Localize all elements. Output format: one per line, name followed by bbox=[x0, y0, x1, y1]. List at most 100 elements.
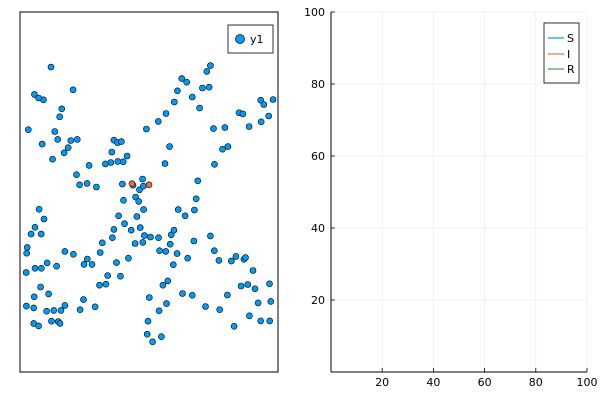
scatter-point bbox=[196, 104, 203, 112]
scatter-point bbox=[140, 206, 147, 213]
scatter-point bbox=[184, 254, 191, 262]
scatter-point bbox=[43, 259, 51, 267]
scatter-point bbox=[35, 94, 42, 102]
scatter-point bbox=[135, 198, 142, 205]
scatter-point bbox=[143, 125, 150, 133]
scatter-point bbox=[237, 282, 245, 290]
scatter-point bbox=[267, 298, 275, 305]
scatter-point bbox=[171, 98, 178, 106]
scatter-point bbox=[170, 261, 177, 269]
scatter-point bbox=[108, 148, 116, 156]
scatter-point bbox=[35, 322, 42, 330]
scatter-point bbox=[230, 322, 238, 330]
scatter-point bbox=[140, 182, 147, 190]
scatter-point bbox=[257, 118, 265, 126]
scatter-point bbox=[155, 118, 162, 125]
scatter-point bbox=[60, 149, 68, 157]
scatter-point bbox=[49, 155, 56, 163]
scatter-point bbox=[162, 110, 170, 117]
y-tick-label: 20 bbox=[311, 294, 325, 307]
scatter-point bbox=[91, 303, 99, 311]
scatter-point bbox=[88, 261, 96, 268]
sir-grid bbox=[331, 11, 588, 372]
scatter-point bbox=[47, 63, 55, 71]
sir-legend: S I R bbox=[543, 22, 580, 84]
scatter-point bbox=[194, 177, 202, 185]
scatter-point bbox=[56, 320, 64, 327]
scatter-point bbox=[232, 253, 240, 260]
scatter-point bbox=[109, 234, 116, 241]
scatter-frame bbox=[19, 11, 279, 373]
scatter-point bbox=[123, 152, 131, 160]
scatter-point bbox=[211, 247, 218, 254]
scatter-point bbox=[96, 249, 104, 256]
scatter-point bbox=[265, 112, 273, 120]
scatter-point bbox=[76, 181, 83, 189]
scatter-point bbox=[192, 195, 200, 203]
scatter-point bbox=[228, 257, 235, 265]
scatter-point bbox=[178, 75, 186, 82]
scatter-point bbox=[244, 281, 252, 288]
scatter-point bbox=[30, 293, 38, 301]
scatter-point bbox=[131, 240, 139, 247]
scatter-point bbox=[191, 206, 198, 214]
scatter-point bbox=[254, 299, 262, 307]
scatter-point bbox=[143, 330, 151, 338]
x-tick-label: 60 bbox=[478, 376, 492, 389]
scatter-point bbox=[45, 290, 52, 298]
scatter-point bbox=[132, 193, 139, 201]
scatter-point bbox=[31, 91, 38, 98]
scatter-point bbox=[207, 62, 214, 69]
scatter-point bbox=[266, 317, 274, 325]
scatter-point bbox=[23, 302, 30, 310]
scatter-point bbox=[179, 290, 186, 297]
scatter-point bbox=[156, 247, 163, 254]
scatter-point bbox=[127, 226, 135, 234]
scatter-point bbox=[210, 125, 217, 132]
scatter-point bbox=[149, 338, 156, 346]
scatter-point bbox=[183, 78, 190, 86]
scatter-point bbox=[80, 261, 88, 268]
scatter-point bbox=[139, 175, 146, 183]
scatter-point bbox=[37, 230, 45, 238]
scatter-point bbox=[115, 212, 122, 220]
scatter-point bbox=[110, 226, 118, 233]
scatter-point bbox=[23, 249, 31, 257]
scatter-point bbox=[189, 93, 196, 101]
scatter-point bbox=[199, 84, 206, 92]
scatter-point bbox=[120, 197, 127, 204]
sir-legend-label-i: I bbox=[567, 48, 570, 61]
scatter-point bbox=[64, 144, 72, 151]
scatter-point bbox=[190, 237, 198, 245]
scatter-point bbox=[76, 306, 84, 314]
scatter-point bbox=[53, 262, 60, 270]
scatter-point bbox=[136, 224, 144, 231]
scatter-point bbox=[205, 83, 213, 91]
scatter-point bbox=[219, 145, 226, 153]
scatter-point bbox=[166, 143, 173, 150]
scatter-point bbox=[83, 180, 91, 187]
scatter-point bbox=[50, 307, 58, 314]
scatter-points bbox=[22, 62, 277, 346]
scatter-point bbox=[224, 291, 231, 299]
x-tick-label: 100 bbox=[577, 376, 598, 389]
scatter-point bbox=[146, 294, 153, 301]
scatter-point bbox=[242, 254, 249, 261]
scatter-point bbox=[67, 137, 75, 144]
scatter-point bbox=[121, 220, 128, 227]
scatter-point bbox=[69, 86, 77, 94]
scatter-point bbox=[118, 138, 125, 145]
scatter-point bbox=[125, 254, 132, 262]
scatter-point bbox=[207, 232, 214, 240]
scatter-point bbox=[202, 303, 209, 310]
y-tick-label: 80 bbox=[311, 78, 325, 91]
infected-point bbox=[128, 180, 136, 187]
scatter-point bbox=[61, 302, 69, 309]
scatter-point bbox=[48, 317, 55, 325]
sir-legend-label-s: S bbox=[567, 32, 574, 45]
scatter-point bbox=[40, 215, 48, 223]
scatter-point bbox=[57, 307, 65, 314]
scatter-point bbox=[245, 123, 253, 130]
scatter-point bbox=[144, 317, 152, 325]
y-tick-label: 100 bbox=[304, 6, 325, 19]
